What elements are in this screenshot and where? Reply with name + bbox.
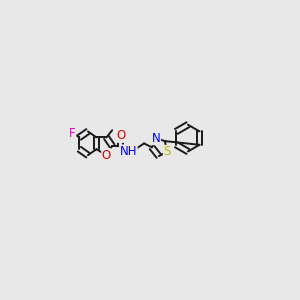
Text: O: O — [116, 129, 125, 142]
Text: S: S — [164, 146, 171, 158]
Text: O: O — [102, 149, 111, 162]
Text: F: F — [69, 127, 76, 140]
Text: NH: NH — [120, 145, 137, 158]
Text: N: N — [152, 132, 161, 145]
